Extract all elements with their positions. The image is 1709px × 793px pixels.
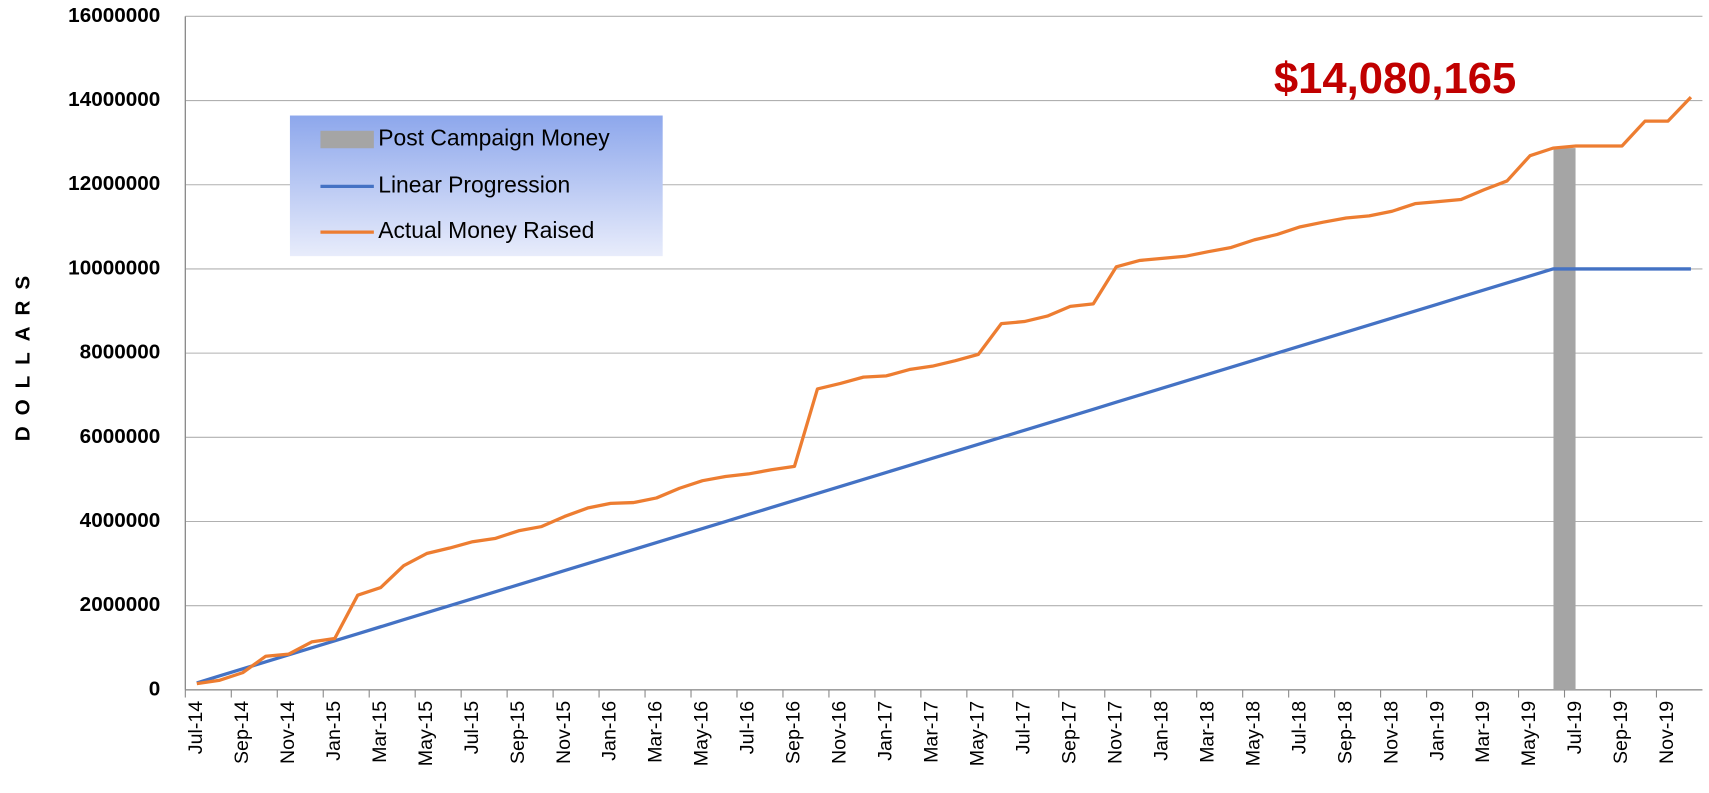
x-tick-label: Jan-18 [1150,701,1172,761]
x-tick-label: Sep-16 [783,701,805,764]
x-tick-label: Jul-16 [737,701,759,755]
x-tick-label: Nov-16 [829,701,851,764]
x-tick-label: Nov-18 [1380,701,1402,764]
x-tick-label: Jul-14 [185,701,207,755]
x-tick-label: Mar-16 [645,701,667,763]
y-tick-label: 16000000 [68,4,160,27]
x-tick-label: Jan-16 [599,701,621,761]
x-tick-label: Sep-14 [231,701,253,764]
x-tick-label: Sep-17 [1058,701,1080,764]
x-tick-label: May-18 [1242,701,1264,766]
x-tick-label: Mar-17 [921,701,943,763]
x-tick-label: Jul-15 [461,701,483,755]
annotation: $14,080,165 [1274,55,1516,103]
legend: Post Campaign Money Linear Progression A… [289,115,663,257]
x-tick-label: Jul-19 [1564,701,1586,754]
x-tick-label: Sep-18 [1334,701,1356,764]
y-tick-label: 12000000 [68,172,160,195]
y-tick-label: 8000000 [80,341,161,364]
x-tick-label: May-19 [1518,701,1540,766]
x-tick-label: Nov-17 [1104,701,1126,764]
x-tick-label: Mar-15 [369,701,391,763]
x-tick-label: Nov-19 [1656,701,1678,764]
y-tick-label: 4000000 [80,509,161,532]
legend-label: Actual Money Raised [378,217,594,243]
x-tick-label: Jul-17 [1013,701,1035,754]
line [196,96,1693,686]
legend-label: Linear Progression [378,171,570,197]
y-tick-label: 10000000 [68,256,160,279]
y-axis-label: DOLLARS [11,265,34,441]
bar [1553,148,1576,690]
x-tick-label: Sep-15 [507,701,529,764]
x-tick-label: Jul-18 [1288,701,1310,755]
x-tick-label: May-15 [415,701,437,766]
y-tick-label: 14000000 [68,88,160,111]
legend-label: Post Campaign Money [378,125,610,151]
x-tick-label: Jan-15 [323,701,345,761]
x-tick-label: May-17 [967,701,989,766]
x-tick-label: Jan-19 [1426,701,1448,761]
x-tick-label: Nov-15 [553,701,575,764]
x-tick-label: Mar-18 [1196,701,1218,763]
x-tick-label: Jan-17 [875,701,897,761]
y-tick-label: 6000000 [80,425,161,448]
x-tick-label: May-16 [691,701,713,766]
y-tick-label: 0 [149,677,161,700]
line [196,267,1691,685]
x-tick-label: Mar-19 [1472,701,1494,763]
y-tick-label: 2000000 [80,593,161,616]
x-tick-label: Sep-19 [1610,701,1632,764]
legend-swatch [320,130,374,149]
x-tick-label: Nov-14 [277,701,299,764]
